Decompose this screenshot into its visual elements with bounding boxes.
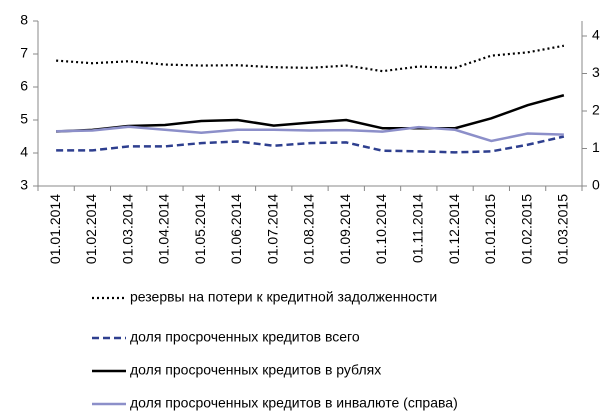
line-series (56, 44, 565, 73)
y2-tick-label: 0 (592, 177, 600, 193)
x-tick-label: 01.03.2014 (119, 194, 135, 264)
x-tick-label: 01.01.2015 (482, 194, 498, 264)
legend-label: доля просроченных кредитов в рублях (130, 362, 381, 378)
y2-tick-label: 2 (592, 102, 600, 118)
line-series (56, 94, 565, 133)
y2-tick-label: 4 (592, 27, 600, 43)
x-tick-label: 01.01.2014 (47, 194, 63, 264)
x-tick-label: 01.06.2014 (228, 194, 244, 264)
y2-tick-label: 3 (592, 64, 600, 80)
y-tick-label: 6 (20, 78, 28, 94)
y-tick-label: 3 (20, 177, 28, 193)
y-tick-label: 5 (20, 111, 28, 127)
x-tick-label: 01.03.2015 (555, 194, 571, 264)
legend-label: доля просроченных кредитов всего (130, 329, 360, 345)
x-tick-label: 01.10.2014 (373, 194, 389, 264)
legend-label: резервы на потери к кредитной задолженно… (130, 289, 437, 305)
y-tick-label: 7 (20, 45, 28, 61)
x-tick-label: 01.12.2014 (446, 194, 462, 264)
y2-tick-label: 1 (592, 139, 600, 155)
y-tick-label: 4 (20, 144, 28, 160)
y-tick-label: 8 (20, 12, 28, 28)
x-tick-label: 01.07.2014 (264, 194, 280, 264)
x-tick-label: 01.04.2014 (156, 194, 172, 264)
x-tick-label: 01.02.2015 (518, 194, 534, 264)
x-tick-label: 01.02.2014 (83, 194, 99, 264)
line-series (56, 135, 565, 154)
x-tick-label: 01.11.2014 (410, 194, 426, 263)
x-tick-label: 01.08.2014 (301, 194, 317, 264)
line-series (56, 125, 564, 143)
legend-label: доля просроченных кредитов в инвалюте (с… (130, 395, 458, 411)
x-tick-label: 01.05.2014 (192, 194, 208, 264)
x-tick-label: 01.09.2014 (337, 194, 353, 264)
